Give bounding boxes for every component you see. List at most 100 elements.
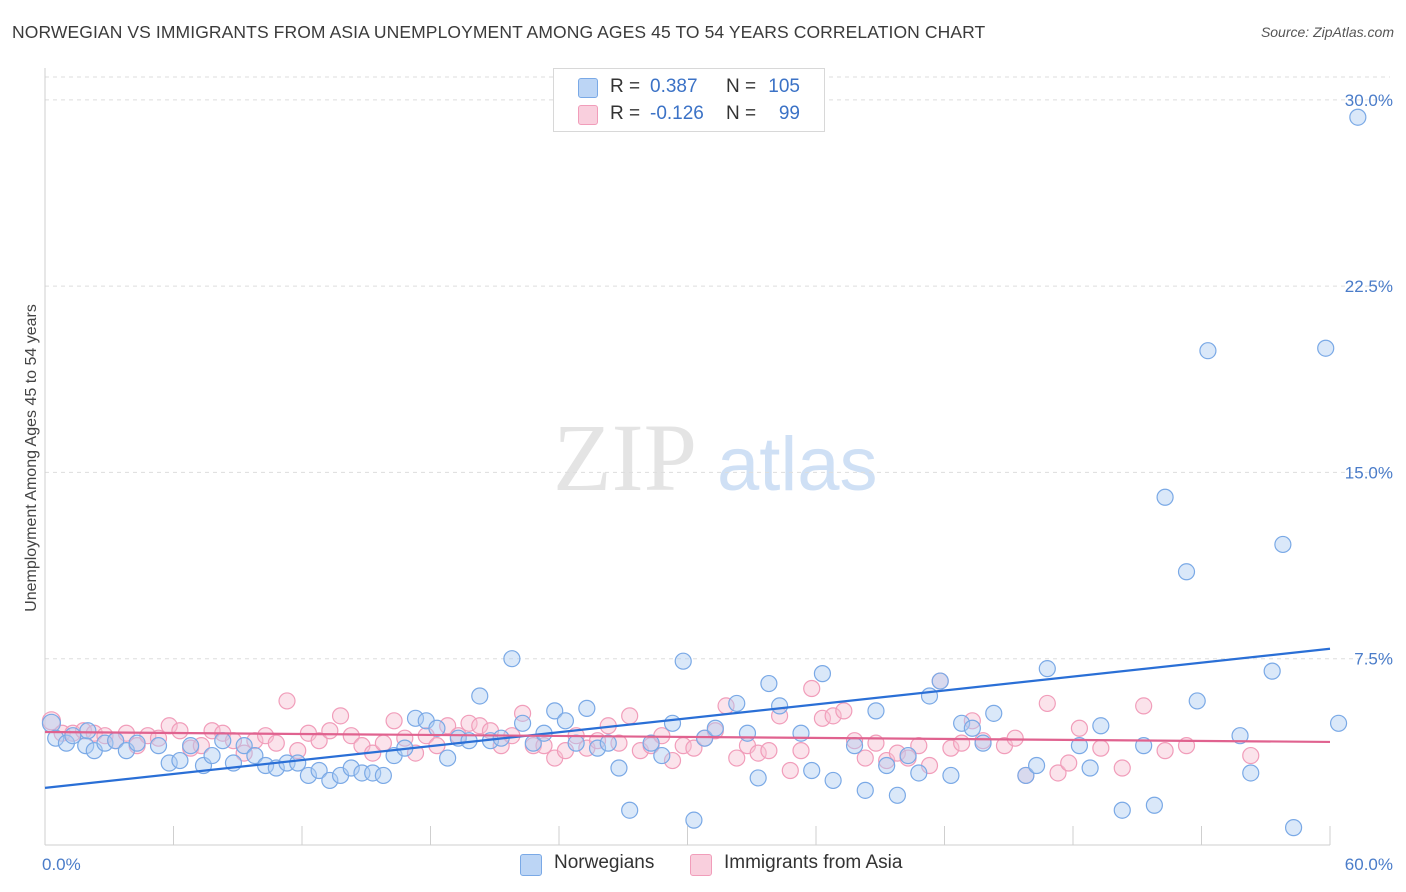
norwegians-point [642,734,660,752]
series-norwegians [41,108,1367,837]
norwegians-point [749,769,767,787]
legend-row-asia: R = -0.126 N = 99 [554,102,824,128]
norwegians-point [931,672,949,690]
legend-r-value: 0.387 [650,76,698,97]
watermark-atlas: atlas [717,422,878,507]
asia-point [760,742,778,760]
norwegians-point [96,734,114,752]
y-tick-label: 30.0% [1345,91,1393,110]
norwegians-point [546,702,564,720]
norwegians-point [1156,488,1174,506]
norwegians-point [985,704,1003,722]
asia-point [1070,719,1089,737]
norwegians-point [685,811,703,829]
norwegians-point [963,719,981,737]
asia-point [685,739,703,757]
asia-point [471,717,489,735]
asia-point [781,761,799,780]
norwegians-point [856,781,874,799]
asia-point [803,679,821,698]
norwegians-point [706,719,724,737]
norwegians-point [578,699,596,717]
y-axis-label: Unemployment Among Ages 45 to 54 years [23,304,40,612]
asia-point [1049,764,1067,782]
norwegians-point [77,737,95,755]
norwegians-point [556,712,575,730]
norwegians-point [182,737,200,755]
norwegians-point [203,746,221,765]
legend-row-norwegians: R = 0.387 N = 105 [554,75,824,101]
norwegians-point [953,714,971,732]
legend-swatch-norwegians [578,78,598,98]
norwegians-point [321,771,339,790]
norwegians-point [1027,756,1046,775]
axes [44,68,1331,846]
norwegians-point [621,801,639,819]
trend-line-norwegians [44,647,1331,789]
asia-point [74,722,93,740]
legend-n-value: 105 [768,76,800,97]
legend-n-value: 99 [778,103,800,124]
norwegians-point [824,771,842,790]
legend-n-label: N = [726,103,757,124]
norwegians-point [588,739,607,757]
chart-title: NORWEGIAN VS IMMIGRANTS FROM ASIA UNEMPL… [12,22,986,42]
asia-point [792,742,810,760]
norwegians-point [760,674,778,693]
y-tick-label: 22.5% [1345,277,1393,296]
asia-point [1113,759,1131,777]
asia-point [813,709,832,727]
tick-labels: 7.5% 15.0% 22.5% 30.0% 0.0% 60.0% [42,91,1393,874]
bottom-legend-label-asia: Immigrants from Asia [724,852,903,873]
asia-point [278,692,296,710]
asia-point [535,737,553,755]
x-tick-label-max: 60.0% [1345,855,1393,874]
norwegians-point [1329,714,1348,732]
asia-point [953,734,971,752]
asia-point [310,732,328,750]
norwegians-point [235,737,253,755]
norwegians-point [374,766,392,785]
norwegians-point [246,746,264,765]
norwegians-point [1017,766,1035,785]
norwegians-point [406,709,425,727]
asia-point [203,722,221,740]
norwegians-point [728,694,746,713]
trend-lines [44,647,1331,789]
asia-point [1060,754,1078,772]
asia-point [621,707,639,725]
asia-point [289,742,307,760]
asia-point [845,732,864,750]
asia-point [663,751,682,770]
norwegians-point [567,734,585,752]
norwegians-point [171,751,189,770]
asia-point [1038,694,1056,713]
asia-point [321,722,339,740]
norwegians-point [1317,339,1335,357]
norwegians-point [674,652,692,670]
asia-point [1006,729,1024,747]
asia-point [1242,746,1260,765]
bottom-legend-norwegians: Norwegians [520,850,680,878]
asia-point [513,704,532,722]
norwegians-point [1113,801,1131,819]
norwegians-point [1263,662,1281,680]
asia-point [888,744,906,762]
norwegians-point [1231,727,1249,745]
asia-point [331,707,350,725]
bottom-legend-asia: Immigrants from Asia [690,850,950,878]
norwegians-point [1177,563,1196,581]
series-immigrants-from-asia [41,672,1260,785]
norwegians-point [439,749,457,767]
legend-r-label: R = [610,76,641,97]
norwegians-point [342,759,360,777]
asia-point [856,749,874,767]
norwegians-point [1188,692,1206,710]
norwegians-point [599,734,617,752]
asia-point [342,727,360,745]
norwegians-point [160,754,178,772]
norwegians-point [513,714,532,732]
norwegians-point [663,714,682,732]
norwegians-point [299,766,318,785]
